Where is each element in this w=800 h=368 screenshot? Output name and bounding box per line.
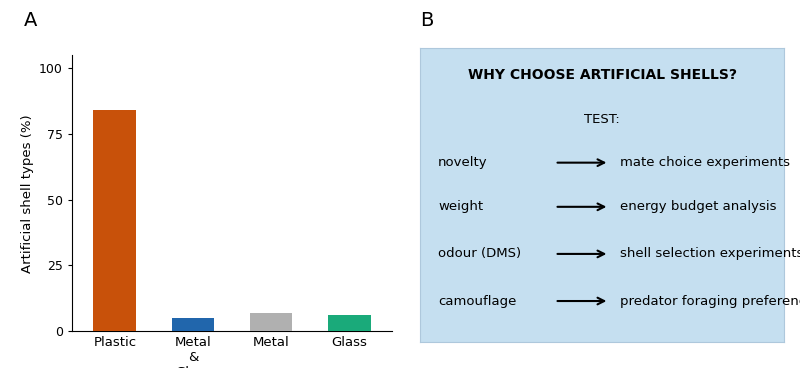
Bar: [94, 110, 136, 331]
Text: A: A: [24, 11, 38, 30]
Text: camouflage: camouflage: [438, 294, 517, 308]
Text: energy budget analysis: energy budget analysis: [620, 200, 777, 213]
Text: predator foraging preferences: predator foraging preferences: [620, 294, 800, 308]
Text: weight: weight: [438, 200, 483, 213]
Bar: [328, 315, 370, 331]
Text: B: B: [420, 11, 434, 30]
Text: novelty: novelty: [438, 156, 488, 169]
Text: odour (DMS): odour (DMS): [438, 247, 522, 261]
Text: WHY CHOOSE ARTIFICIAL SHELLS?: WHY CHOOSE ARTIFICIAL SHELLS?: [467, 68, 737, 82]
Y-axis label: Artificial shell types (%): Artificial shell types (%): [21, 114, 34, 273]
Text: TEST:: TEST:: [584, 113, 620, 125]
Text: mate choice experiments: mate choice experiments: [620, 156, 790, 169]
Bar: [171, 318, 214, 331]
Text: shell selection experiments: shell selection experiments: [620, 247, 800, 261]
Bar: [250, 313, 293, 331]
